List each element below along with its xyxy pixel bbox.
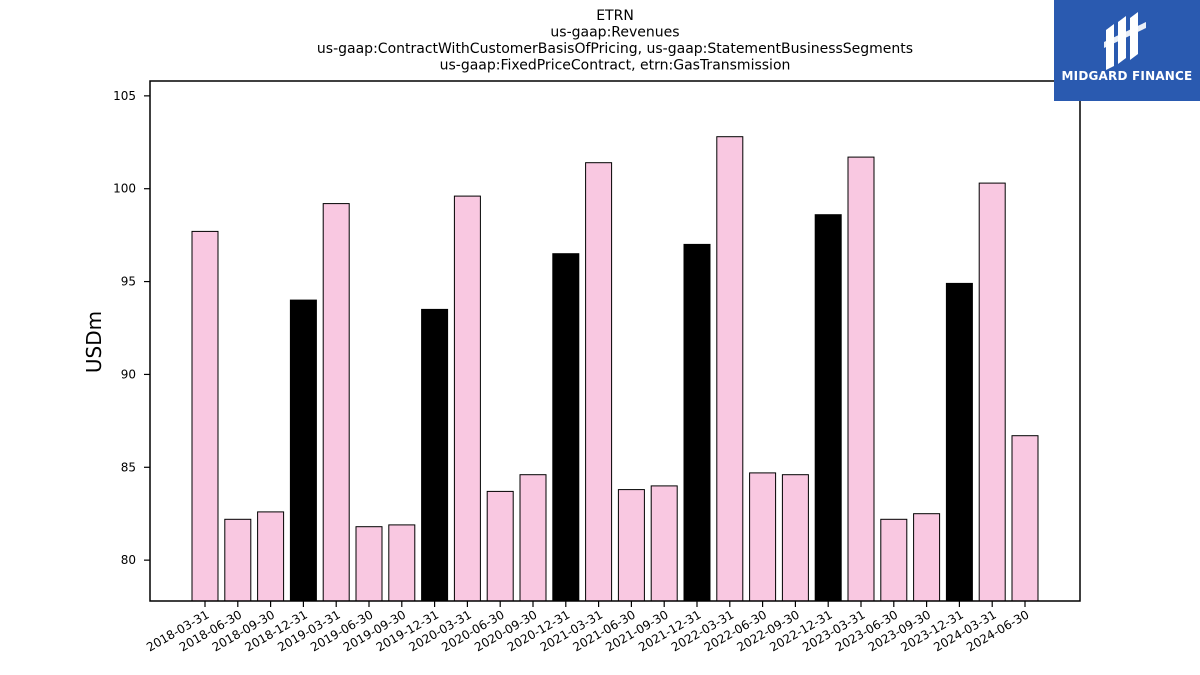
chart-title: ETRNus-gaap:Revenuesus-gaap:ContractWith… [317,8,913,74]
y-tick-label: 85 [121,460,136,474]
bar-2020-09-30 [519,474,547,602]
y-tick-label: 90 [121,367,136,381]
bar-2019-03-31 [322,203,350,602]
plot-frame [149,80,1081,602]
bar-2020-03-31 [453,195,481,602]
bar-2022-03-31 [716,136,744,602]
midgard-finance-logo: MIDGARD FINANCE [1054,0,1200,101]
y-tick-label: 105 [113,89,136,103]
bar-2024-03-31 [978,182,1006,602]
bar-2022-09-30 [781,474,809,602]
bar-2019-06-30 [355,526,383,602]
bar-2020-12-31 [552,253,580,602]
title-line: us-gaap:Revenues [550,25,679,41]
title-line: us-gaap:ContractWithCustomerBasisOfPrici… [317,41,913,57]
bar-2021-09-30 [650,485,678,602]
bar-2018-09-30 [257,511,285,602]
logo-mark-icon [1104,12,1146,70]
y-axis: 80 85 90 95 100 105 [113,89,150,567]
bar-2018-03-31 [191,230,219,602]
bar-2021-03-31 [585,162,613,602]
bar-2023-06-30 [880,518,908,602]
bar-2019-12-31 [421,308,449,602]
title-line: ETRN [596,8,634,24]
bar-2018-06-30 [224,518,252,602]
bars [191,136,1039,602]
y-axis-label: USDm [82,311,106,373]
y-tick-label: 95 [121,275,136,289]
bar-2022-12-31 [814,214,842,602]
bar-2019-09-30 [388,524,416,602]
bar-2021-12-31 [683,243,711,602]
bar-2021-06-30 [617,489,645,602]
x-axis: 2018-03-312018-06-302018-09-302018-12-31… [144,601,1032,654]
y-tick-label: 80 [121,553,136,567]
bar-2023-09-30 [913,513,941,602]
bar-2024-06-30 [1011,435,1039,602]
logo-text: MIDGARD FINANCE [1061,69,1193,83]
title-line: us-gaap:FixedPriceContract, etrn:GasTran… [440,58,791,74]
y-tick-label: 100 [113,182,136,196]
bar-2023-03-31 [847,156,875,602]
bar-2023-12-31 [945,282,973,602]
bar-2018-12-31 [289,299,317,602]
bar-2020-06-30 [486,490,514,602]
bar-2022-06-30 [749,472,777,602]
